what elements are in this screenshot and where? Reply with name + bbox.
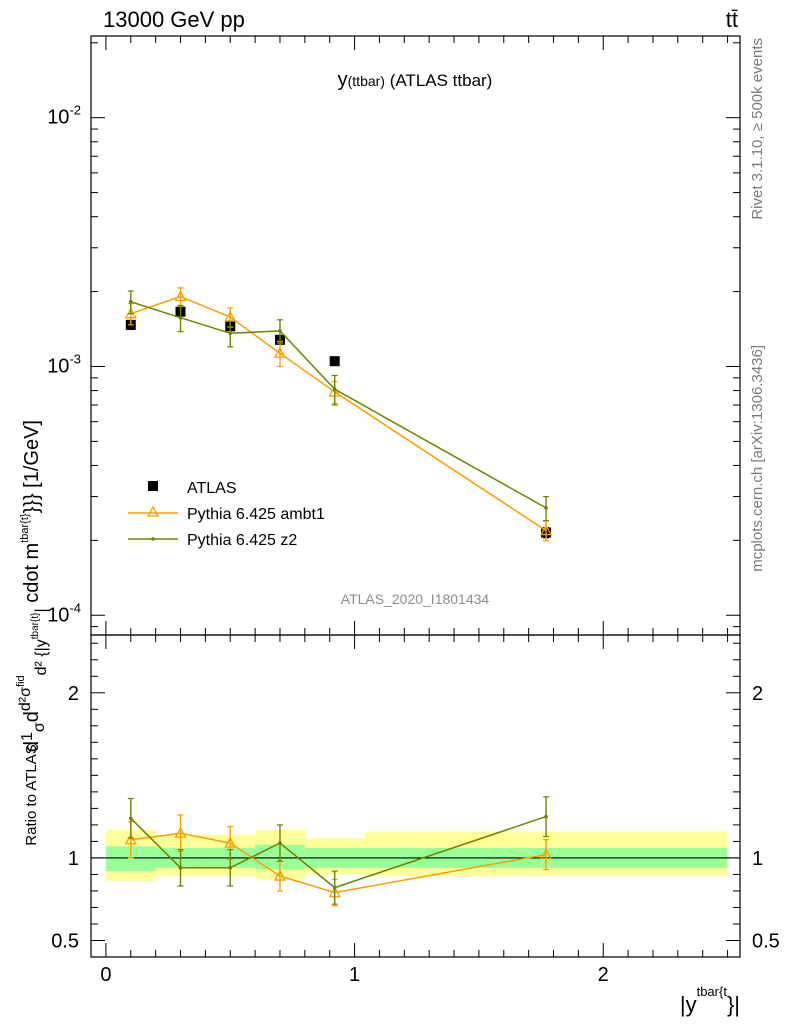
ratio-point-ambt1 bbox=[174, 826, 187, 838]
process-label: tt̄ bbox=[726, 7, 738, 32]
data-point-z2 bbox=[278, 329, 282, 333]
series-atlas bbox=[125, 306, 552, 539]
legend-label-z2: Pythia 6.425 z2 bbox=[187, 532, 297, 549]
main-y-tick-label: 10-3 bbox=[47, 351, 81, 377]
source-label: mcplots.cern.ch [arXiv:1306.3436] bbox=[749, 345, 766, 572]
data-point-z2 bbox=[178, 315, 183, 320]
energy-label: 13000 GeV pp bbox=[103, 7, 245, 32]
data-point-z2 bbox=[128, 299, 133, 304]
ratio-point-z2 bbox=[332, 885, 337, 890]
ratio-line-z2 bbox=[130, 815, 547, 889]
main-panel: 10-4 10-3 10-2 y(ttbar) (ATLAS ttbar) ATLA… bbox=[15, 35, 741, 752]
data-point-atlas bbox=[329, 356, 340, 367]
ratio-xlabel: |ytbar{t}| bbox=[680, 984, 740, 1017]
ratio-y-tick-label-right: 0.5 bbox=[752, 930, 780, 952]
ratio-series-z2 bbox=[127, 796, 550, 905]
ratio-y-tick-label: 2 bbox=[68, 683, 79, 705]
ratio-panel: 0.5 0.5 1 1 2 2 0 1 2 Ratio to ATLAS |ytbar{t}| bbox=[23, 634, 780, 1017]
ratio-frame bbox=[90, 634, 741, 958]
ratio-point-z2 bbox=[278, 841, 282, 845]
legend: ATLAS Pythia 6.425 ambt1 Pythia 6.425 z2 bbox=[128, 480, 325, 549]
ratio-point-z2 bbox=[228, 866, 233, 870]
series-line-z2 bbox=[130, 301, 547, 509]
data-point-z2 bbox=[544, 506, 548, 510]
legend-marker-ambt1 bbox=[146, 505, 160, 517]
ratio-x-tick-label: 2 bbox=[598, 964, 609, 986]
main-ylabel: d1σdd²σfidd² {|ytbar{t}| cdot mtbar{t}}}… bbox=[15, 420, 50, 752]
legend-label-ambt1: Pythia 6.425 ambt1 bbox=[187, 506, 325, 523]
main-y-tick-label: 10-2 bbox=[47, 103, 81, 129]
series-z2 bbox=[127, 290, 550, 522]
ratio-y-tick-label: 0.5 bbox=[51, 930, 79, 952]
legend-item-atlas: ATLAS bbox=[148, 480, 237, 497]
ratio-point-z2 bbox=[544, 814, 548, 819]
ratio-point-ambt1 bbox=[124, 833, 137, 845]
ratio-point-ambt1 bbox=[273, 869, 287, 881]
legend-marker-atlas bbox=[148, 481, 158, 491]
ratio-x-tick-label: 1 bbox=[349, 964, 360, 986]
ratio-point-ambt1 bbox=[224, 836, 237, 848]
ratio-ylabel: Ratio to ATLAS bbox=[23, 744, 40, 845]
data-point-ambt1 bbox=[273, 346, 287, 358]
ratio-point-ambt1 bbox=[539, 848, 553, 860]
data-point-ambt1 bbox=[539, 524, 553, 536]
ratio-line-ambt1 bbox=[130, 832, 547, 894]
legend-item-z2: Pythia 6.425 z2 bbox=[128, 532, 297, 549]
legend-item-ambt1: Pythia 6.425 ambt1 bbox=[128, 505, 325, 523]
ratio-y-tick-label-right: 1 bbox=[752, 848, 763, 870]
series-line-ambt1 bbox=[130, 295, 547, 532]
legend-label-atlas: ATLAS bbox=[187, 480, 237, 497]
ratio-y-tick-label-right: 2 bbox=[752, 683, 763, 705]
ratio-x-tick-label: 0 bbox=[100, 964, 111, 986]
analysis-id: ATLAS_2020_I1801434 bbox=[341, 591, 490, 607]
series-ambt1 bbox=[124, 287, 553, 542]
ratio-point-z2 bbox=[128, 816, 133, 821]
main-ticks: 10-4 10-3 10-2 bbox=[47, 36, 740, 635]
main-y-tick-label: 10-4 bbox=[47, 600, 81, 626]
main-title: y(ttbar) (ATLAS ttbar) bbox=[338, 69, 493, 91]
ratio-ticks: 0.5 0.5 1 1 2 2 0 1 2 bbox=[51, 635, 780, 986]
ratio-y-tick-label: 1 bbox=[68, 848, 79, 870]
ratio-point-z2 bbox=[178, 866, 183, 870]
data-point-z2 bbox=[332, 387, 337, 392]
legend-marker-z2 bbox=[151, 537, 155, 541]
data-point-z2 bbox=[228, 331, 233, 336]
data-point-ambt1 bbox=[174, 290, 187, 302]
rivet-label: Rivet 3.1.10, ≥ 500k events bbox=[749, 38, 766, 220]
